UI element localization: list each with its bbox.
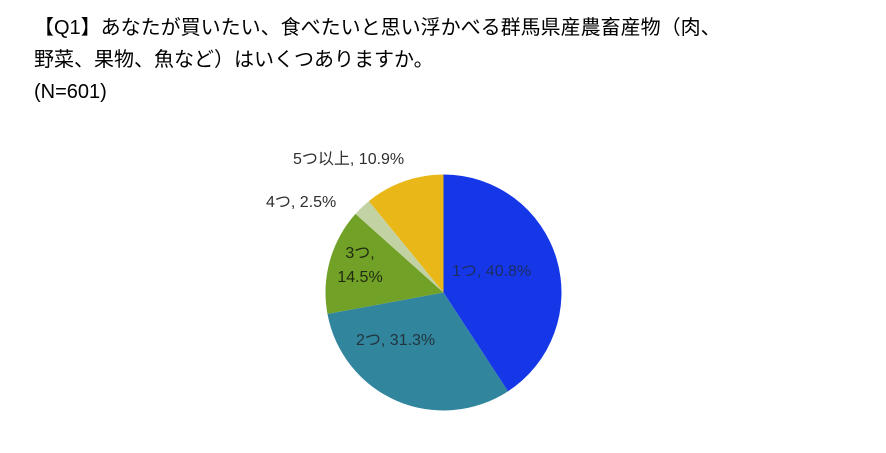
chart-title: 【Q1】あなたが買いたい、食べたいと思い浮かべる群馬県産農畜産物（肉、野菜、果物…	[34, 17, 721, 71]
pie-slice-3	[325, 213, 444, 314]
pie-chart-area	[325, 174, 562, 411]
pie-label-3: 3つ, 14.5%	[337, 245, 383, 286]
sample-size-label: (N=601)	[34, 81, 107, 103]
pie-label-2: 2つ, 31.3%	[356, 332, 436, 349]
pie-slice-5	[368, 174, 444, 293]
pie-slice-2	[327, 292, 508, 411]
pie-slice-4	[355, 201, 444, 293]
pie-slice-1	[443, 174, 562, 392]
pie-chart	[325, 174, 562, 411]
pie-label-5: 5つ以上, 10.9%	[293, 151, 405, 168]
chart-header: 【Q1】あなたが買いたい、食べたいと思い浮かべる群馬県産農畜産物（肉、野菜、果物…	[34, 12, 740, 108]
pie-label-1: 1つ, 40.8%	[452, 263, 532, 280]
pie-label-4: 4つ, 2.5%	[266, 194, 337, 211]
